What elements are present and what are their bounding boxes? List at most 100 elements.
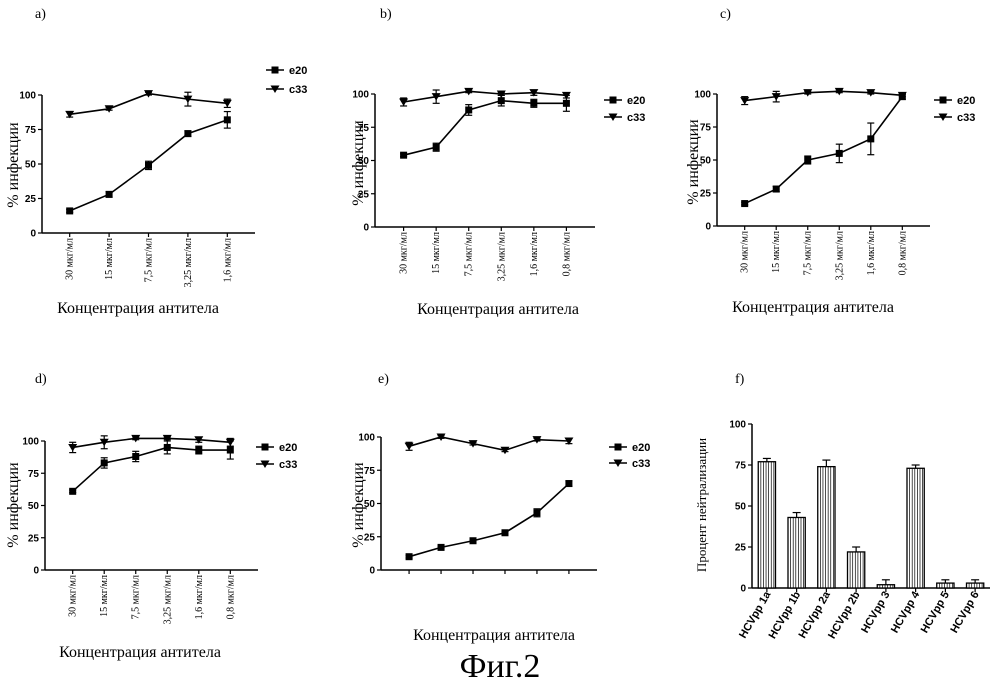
data-point-e20: [145, 162, 152, 169]
series-line-e20: [409, 484, 569, 557]
y-tick-label: 50: [28, 501, 40, 512]
x-tick-label: 0,8 мкг/мл: [225, 575, 236, 619]
data-point-e20: [227, 447, 234, 454]
legend-label-c33: c33: [279, 459, 297, 471]
x-axis-label: Концентрация антитела: [417, 301, 579, 318]
legend-label-e20: e20: [627, 95, 645, 107]
legend-marker-e20: [272, 67, 279, 74]
y-tick-label: 100: [358, 433, 375, 444]
data-point-e20: [438, 544, 445, 551]
series-line-c33: [404, 91, 567, 102]
bar-3: [847, 547, 864, 588]
series-line-e20: [404, 101, 567, 156]
panel-label: e): [378, 372, 389, 387]
data-point-e20: [101, 459, 108, 466]
x-tick-label: 3,25 мкг/мл: [834, 231, 845, 280]
y-tick-label: 25: [735, 543, 747, 554]
y-axis-label: % инфекции: [685, 119, 702, 205]
x-tick-label: 7,5 мкг/мл: [131, 575, 142, 619]
panel-label: b): [380, 7, 392, 22]
y-tick-label: 0: [363, 223, 369, 234]
figure-2: a) 0 25 50 75 100 % инфекции 30 мкг/мл 15 мкг/мл…: [0, 0, 1000, 699]
legend-marker-e20: [262, 444, 269, 451]
x-tick-label: 30 мкг/мл: [399, 232, 410, 274]
data-point-e20: [498, 97, 505, 104]
x-tick-label: 7,5 мкг/мл: [464, 232, 475, 276]
x-axis-label: Концентрация антитела: [732, 299, 894, 316]
data-point-e20: [565, 480, 572, 487]
y-tick-label: 25: [28, 533, 40, 544]
x-tick-label: HCVpp 5: [919, 590, 952, 636]
x-tick-label: 1,6 мкг/мл: [866, 231, 877, 275]
chart-panel-5: f)0255075100Процент нейтрализацииHCVpp 1…: [694, 372, 990, 641]
y-axis-label: % инфекции: [5, 462, 22, 548]
x-tick-label: 15 мкг/мл: [99, 575, 110, 617]
y-axis-label: Процент нейтрализации: [694, 438, 709, 572]
chart-panel-3: d)0255075100% инфекции30 мкг/мл15 мкг/мл…: [5, 372, 297, 661]
data-point-e20: [184, 130, 191, 137]
legend-label-e20: e20: [279, 442, 297, 454]
x-tick-label: 1,6 мкг/мл: [194, 575, 205, 619]
chart-panel-4: e)0255075100% инфекцииe20c33Концентрация…: [350, 372, 650, 644]
data-point-c33: [500, 447, 509, 455]
x-tick-label: 1,6 мкг/мл: [529, 232, 540, 276]
series-line-e20: [745, 97, 903, 204]
legend-label-c33: c33: [627, 112, 645, 124]
bar-0: [758, 458, 775, 588]
series-line-c33: [409, 437, 569, 450]
y-tick-label: 100: [22, 437, 39, 448]
y-tick-label: 50: [25, 160, 37, 171]
panel-label: a): [35, 7, 46, 22]
x-tick-label: 30 мкг/мл: [65, 238, 76, 280]
data-point-e20: [66, 207, 73, 214]
data-point-e20: [773, 186, 780, 193]
x-tick-label: 1,6 мкг/мл: [222, 238, 233, 282]
x-tick-label: 30 мкг/мл: [68, 575, 79, 617]
data-point-e20: [804, 157, 811, 164]
data-point-e20: [530, 100, 537, 107]
y-axis-label: % инфекции: [350, 120, 367, 206]
x-tick-label: 3,25 мкг/мл: [183, 238, 194, 287]
legend-label-c33: c33: [632, 458, 650, 470]
bar-6: [937, 580, 954, 588]
y-tick-label: 75: [28, 469, 40, 480]
y-axis-label: % инфекции: [5, 122, 22, 208]
data-point-e20: [224, 116, 231, 123]
chart-panel-0: a)0255075100% инфекции30 мкг/мл15 мкг/мл…: [5, 7, 307, 317]
y-axis-label: % инфекции: [350, 462, 367, 548]
legend-label-c33: c33: [957, 112, 975, 124]
legend-marker-e20: [940, 97, 947, 104]
x-tick-label: 15 мкг/мл: [431, 232, 442, 274]
y-tick-label: 75: [25, 125, 37, 136]
y-tick-label: 0: [740, 584, 746, 595]
y-tick-label: 0: [369, 566, 375, 577]
panel-label: d): [35, 372, 47, 387]
x-tick-label: 7,5 мкг/мл: [144, 238, 155, 282]
bar-4: [877, 580, 894, 588]
legend-label-e20: e20: [289, 65, 307, 77]
x-axis-label: Концентрация антитела: [413, 627, 575, 644]
legend-marker-e20: [615, 444, 622, 451]
y-tick-label: 25: [25, 194, 37, 205]
y-tick-label: 0: [705, 222, 711, 233]
x-tick-label: 0,8 мкг/мл: [561, 232, 572, 276]
x-axis-label: Концентрация антитела: [57, 300, 219, 317]
y-tick-label: 100: [19, 91, 36, 102]
x-tick-label: HCVpp 6: [948, 590, 981, 636]
y-tick-label: 75: [735, 461, 747, 472]
x-tick-label: HCVpp 3: [859, 590, 892, 636]
legend-label-c33: c33: [289, 84, 307, 96]
legend-label-e20: e20: [632, 442, 650, 454]
bar-1: [788, 513, 805, 588]
data-point-e20: [470, 537, 477, 544]
panel-label: f): [735, 372, 745, 387]
data-point-e20: [400, 152, 407, 159]
y-tick-label: 100: [729, 420, 746, 431]
bar-2: [818, 460, 835, 588]
panel-label: c): [720, 7, 731, 22]
data-point-e20: [106, 191, 113, 198]
data-point-e20: [164, 444, 171, 451]
data-point-e20: [533, 509, 540, 516]
bar-5: [907, 465, 924, 588]
chart-panel-1: b)0255075100% инфекции30 мкг/мл15 мкг/мл…: [350, 7, 645, 318]
